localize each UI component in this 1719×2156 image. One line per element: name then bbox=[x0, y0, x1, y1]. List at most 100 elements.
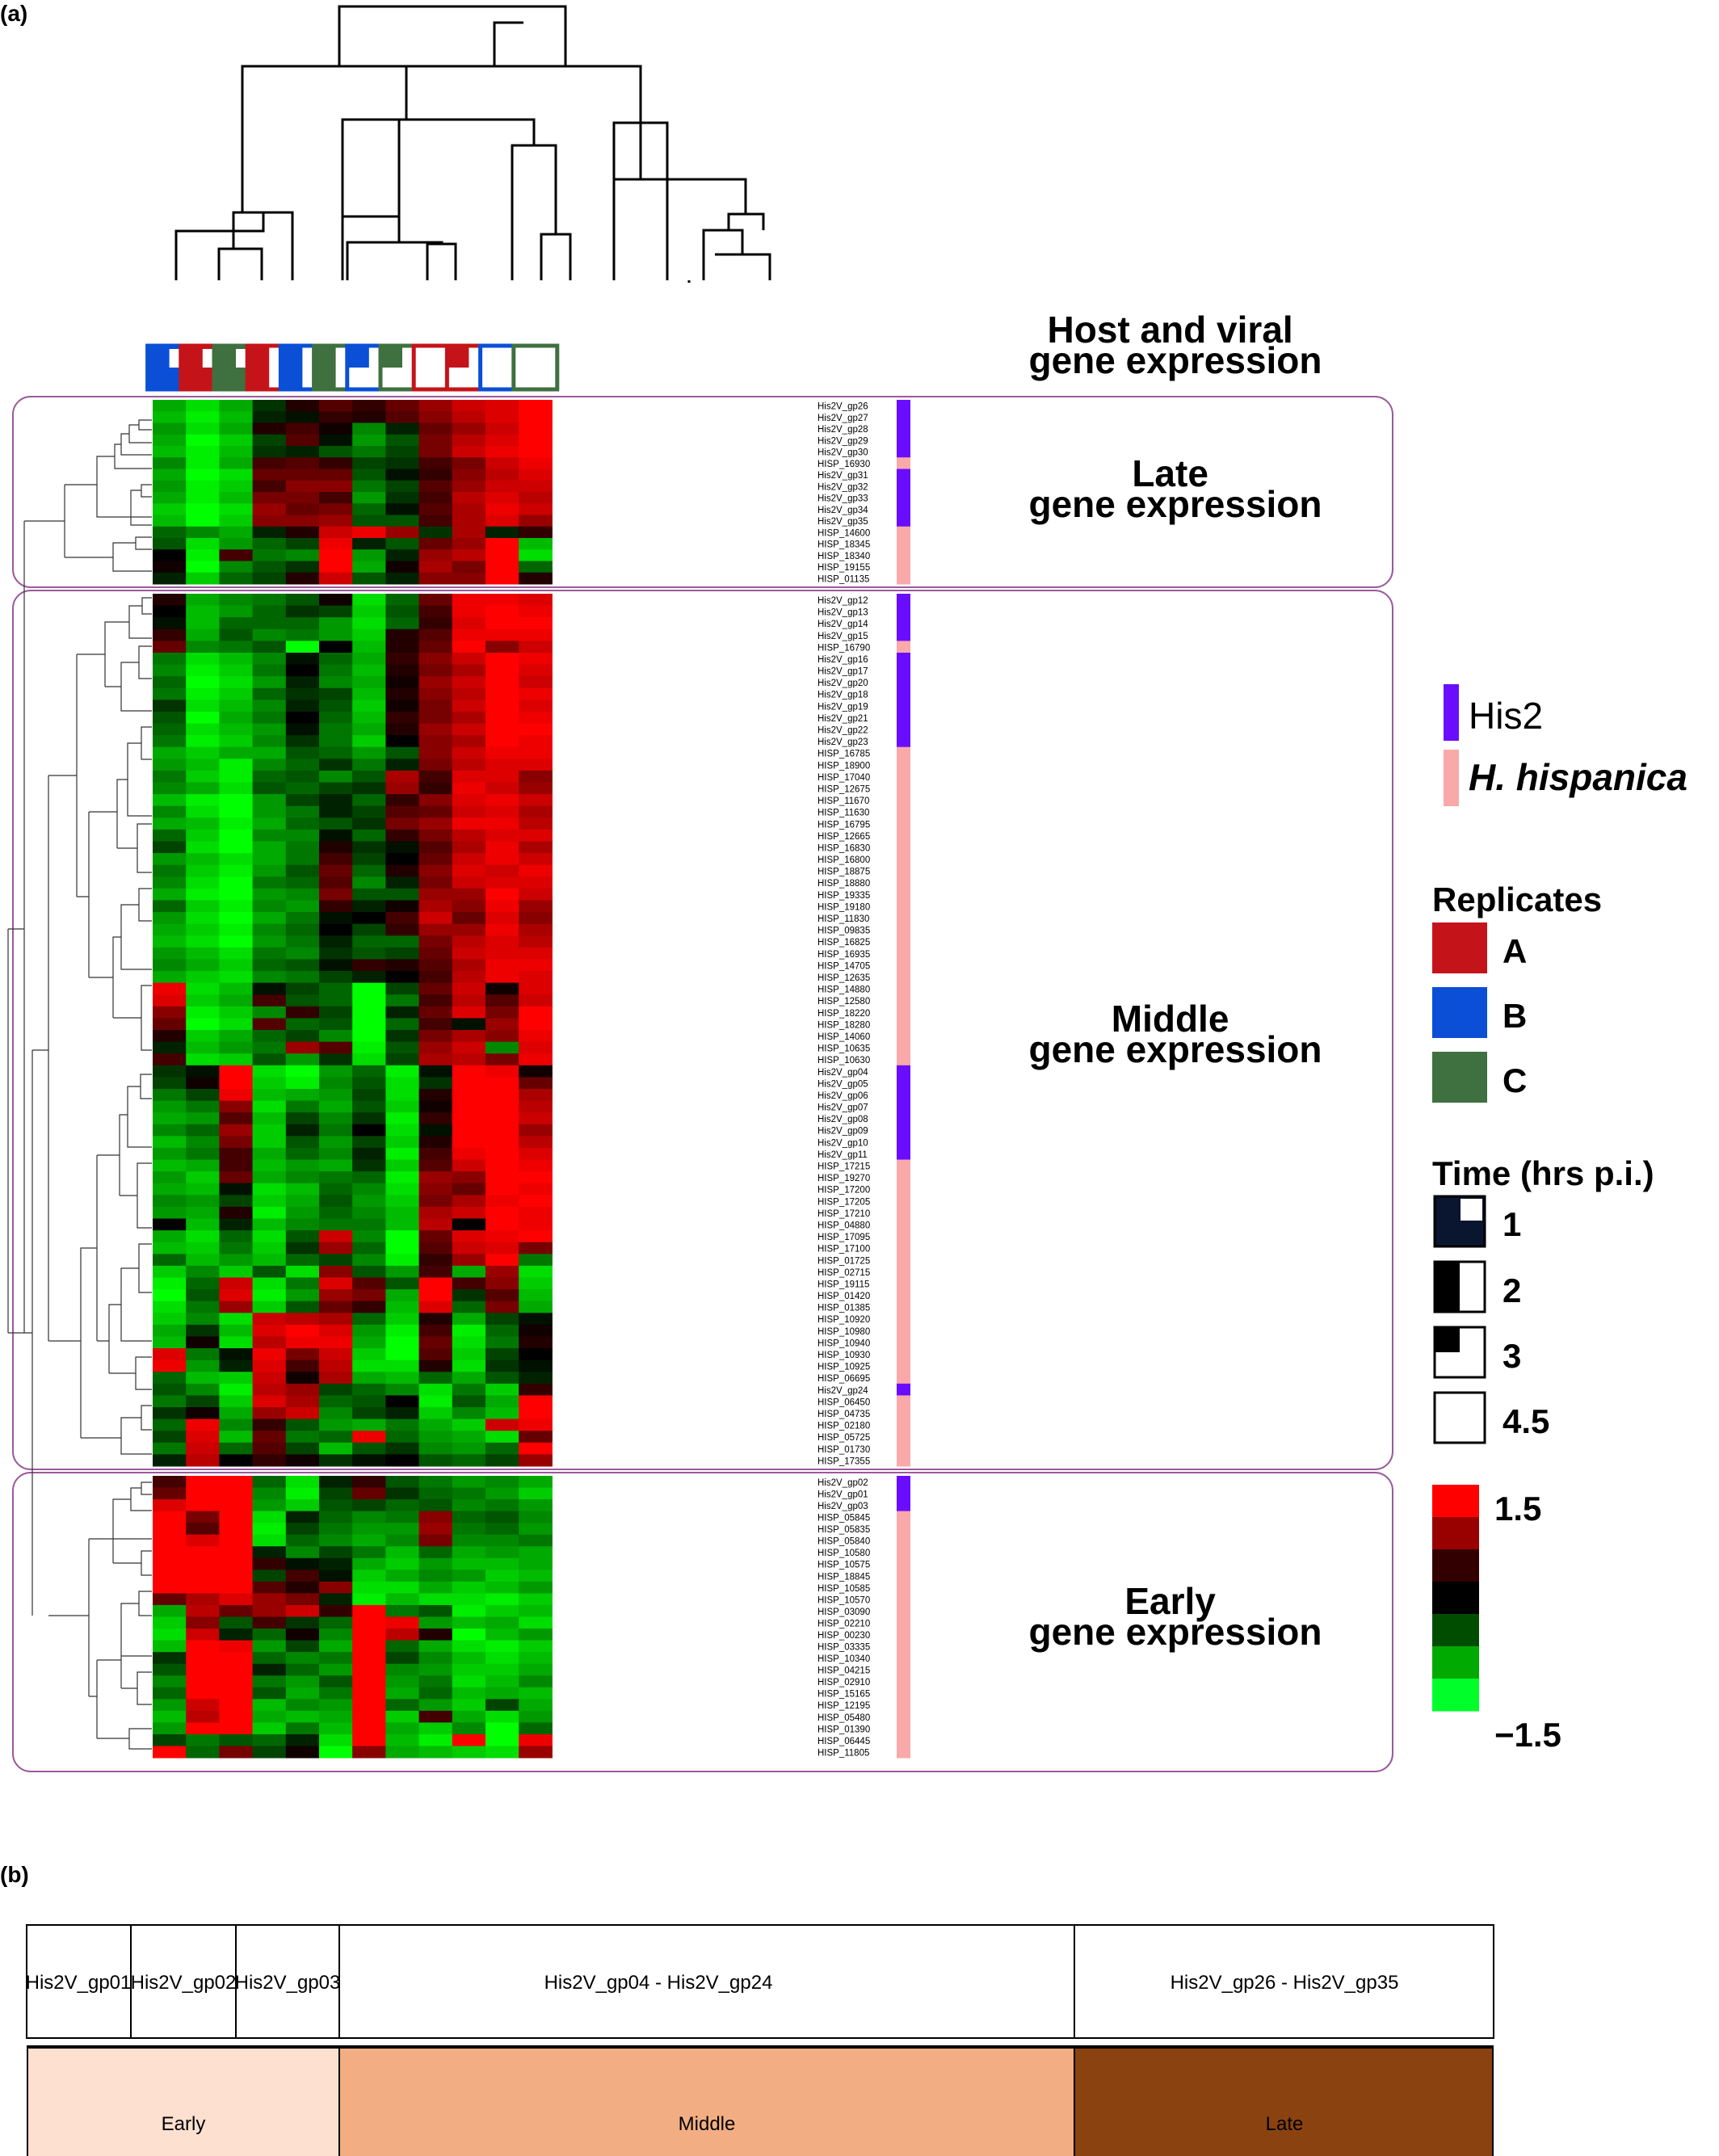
heatmap-cell bbox=[285, 829, 320, 842]
heatmap-cell bbox=[319, 687, 353, 700]
heatmap-cell bbox=[153, 923, 187, 936]
heatmap-cell bbox=[285, 853, 320, 866]
heatmap-cell bbox=[352, 1570, 386, 1582]
heatmap-cell bbox=[452, 1581, 486, 1594]
heatmap-cell bbox=[285, 687, 320, 700]
heatmap-cell bbox=[452, 1722, 486, 1735]
heatmap-cell bbox=[153, 446, 187, 458]
heatmap-cell bbox=[519, 746, 553, 759]
heatmap-cell bbox=[252, 605, 287, 618]
heatmap-cell bbox=[485, 628, 519, 641]
heatmap-cell bbox=[319, 411, 353, 423]
row-label: HISP_01420 bbox=[817, 1292, 870, 1301]
heatmap-cell bbox=[285, 900, 320, 913]
heatmap-cell bbox=[519, 434, 553, 447]
heatmap-cell bbox=[252, 994, 287, 1007]
heatmap-cell bbox=[153, 549, 187, 561]
heatmap-cell bbox=[186, 1254, 220, 1267]
heatmap-cell bbox=[186, 1006, 220, 1019]
heatmap-cell bbox=[153, 538, 187, 550]
heatmap-cell bbox=[418, 617, 453, 630]
heatmap-cell bbox=[252, 1324, 287, 1337]
heatmap-cell bbox=[252, 805, 287, 818]
heatmap-cell bbox=[352, 664, 386, 677]
heatmap-cell bbox=[285, 817, 320, 830]
heatmap-cell bbox=[252, 1336, 287, 1349]
heatmap-cell bbox=[418, 1183, 453, 1196]
heatmap-cell bbox=[485, 1652, 519, 1665]
row-label: HISP_18880 bbox=[817, 879, 870, 889]
heatmap-cell bbox=[153, 561, 187, 574]
heatmap-cell bbox=[186, 422, 220, 435]
heatmap-cell bbox=[319, 1581, 353, 1594]
row-label: HISP_11830 bbox=[817, 914, 869, 924]
color-scale-min-label: −1.5 bbox=[1494, 1716, 1561, 1754]
heatmap-cell bbox=[485, 664, 519, 677]
heatmap-cell bbox=[186, 1183, 220, 1196]
row-label: HISP_05480 bbox=[817, 1713, 870, 1723]
heatmap-cell bbox=[319, 923, 353, 936]
heatmap-cell bbox=[285, 400, 320, 412]
heatmap-cell bbox=[485, 735, 519, 748]
heatmap-cell bbox=[519, 1183, 553, 1196]
heatmap-cell bbox=[319, 1407, 353, 1420]
heatmap-cell bbox=[153, 411, 187, 423]
row-label: HISP_16800 bbox=[817, 855, 870, 865]
heatmap-cell bbox=[452, 1301, 486, 1313]
heatmap-cell bbox=[418, 900, 453, 913]
heatmap-cell bbox=[219, 959, 254, 972]
heatmap-cell bbox=[252, 400, 287, 412]
heatmap-cell bbox=[153, 841, 187, 854]
heatmap-cell bbox=[285, 1746, 320, 1759]
heatmap-cell bbox=[252, 687, 287, 700]
heatmap-cell bbox=[418, 1112, 453, 1125]
heatmap-cell bbox=[153, 1710, 187, 1723]
heatmap-cell bbox=[153, 735, 187, 748]
heatmap-cell bbox=[186, 1442, 220, 1455]
heatmap-cell bbox=[285, 876, 320, 889]
heatmap-cell bbox=[252, 1206, 287, 1220]
heatmap-cell bbox=[186, 1360, 220, 1372]
heatmap-cell bbox=[285, 1534, 320, 1547]
heatmap-cell bbox=[385, 1100, 420, 1113]
heatmap-cell bbox=[319, 1418, 353, 1431]
heatmap-cell bbox=[186, 457, 220, 469]
heatmap-cell bbox=[319, 1499, 353, 1512]
heatmap-cell bbox=[385, 1581, 420, 1594]
row-label: His2V_gp14 bbox=[817, 620, 868, 629]
heatmap-cell bbox=[219, 1183, 254, 1196]
heatmap-cell bbox=[485, 1147, 519, 1161]
heatmap-cell bbox=[485, 1254, 519, 1267]
heatmap-cell bbox=[385, 1041, 420, 1054]
heatmap-cell bbox=[319, 1699, 353, 1712]
heatmap-cell bbox=[519, 935, 553, 948]
heatmap-cell bbox=[186, 434, 220, 447]
heatmap-cell bbox=[452, 794, 486, 807]
heatmap-cell bbox=[219, 492, 254, 504]
heatmap-cell bbox=[418, 1136, 453, 1149]
heatmap-cell bbox=[285, 1663, 320, 1676]
heatmap-cell bbox=[219, 982, 254, 995]
heatmap-cell bbox=[418, 1407, 453, 1420]
heatmap-cell bbox=[319, 561, 353, 574]
heatmap-cell bbox=[452, 617, 486, 630]
heatmap-cell bbox=[352, 1663, 386, 1676]
heatmap-cell bbox=[252, 759, 287, 771]
heatmap-cell bbox=[485, 1511, 519, 1523]
row-label: His2V_gp31 bbox=[817, 471, 868, 481]
heatmap-cell bbox=[319, 1159, 353, 1172]
heatmap-cell bbox=[186, 1136, 220, 1149]
heatmap-cell bbox=[319, 1230, 353, 1243]
heatmap-cell bbox=[452, 735, 486, 748]
heatmap-cell bbox=[186, 1534, 220, 1547]
heatmap-cell bbox=[186, 1523, 220, 1536]
heatmap-cell bbox=[485, 549, 519, 561]
heatmap-cell bbox=[352, 1593, 386, 1606]
heatmap-cell bbox=[153, 1523, 187, 1536]
gene-gp04-gp24-label: His2V_gp04 - His2V_gp24 bbox=[544, 1972, 773, 1994]
heatmap-cell bbox=[452, 1112, 486, 1125]
heatmap-cell bbox=[485, 900, 519, 913]
heatmap-cell bbox=[153, 1065, 187, 1078]
heatmap-cell bbox=[519, 876, 553, 889]
organism-bar-segment bbox=[897, 1265, 910, 1278]
